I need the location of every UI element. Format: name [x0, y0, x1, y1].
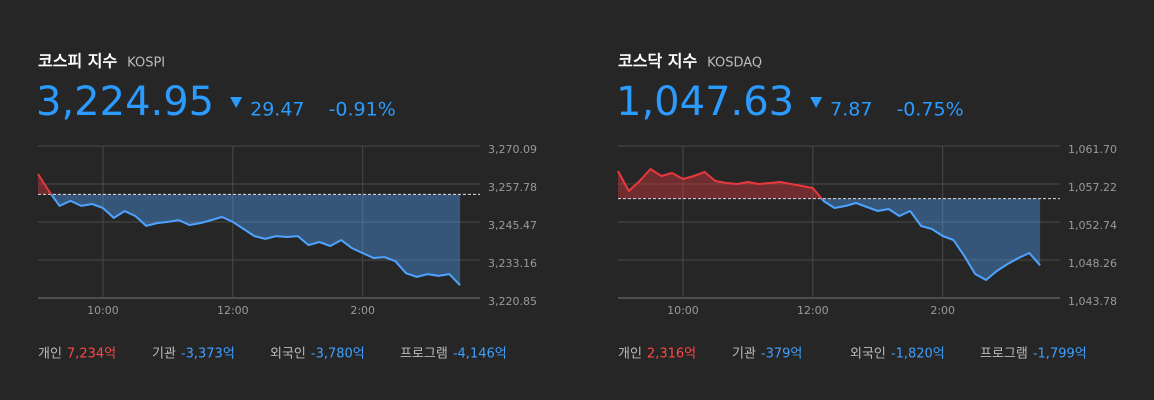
investor-name: 기관 [152, 347, 176, 362]
panel: 코스닥 지수 KOSDAQ 1,047.63 7.87 -0.75% 1,043.78 1,… [616, 52, 1117, 362]
investor-name: 기관 [732, 347, 756, 362]
line [617, 168, 1041, 281]
chart-title: 코스피 지수 [38, 52, 117, 71]
investor-name: 개인 [38, 347, 62, 362]
change: 7.87 [830, 99, 872, 121]
change-percent: -0.75% [896, 99, 963, 121]
x-tick-label: 12:00 [217, 304, 249, 317]
y-tick-label: 1,061.70 [1068, 143, 1117, 156]
x-tick-label: 2:00 [350, 304, 375, 317]
chart-subtitle: KOSPI [127, 56, 165, 71]
y-tick-label: 3,257.78 [488, 181, 537, 194]
y-tick-label: 1,057.22 [1068, 181, 1117, 194]
investor-value: -3,373억 [181, 347, 235, 362]
investor-value: -3,780억 [311, 347, 365, 362]
investor-name: 프로그램 [980, 347, 1028, 362]
x-tick-label: 12:00 [797, 304, 829, 317]
y-tick-label: 1,043.78 [1068, 295, 1117, 308]
x-tick-label: 10:00 [87, 304, 119, 317]
investor-name: 프로그램 [400, 347, 448, 362]
y-tick-label: 3,245.47 [488, 219, 537, 232]
y-tick-label: 3,233.16 [488, 257, 537, 270]
line [37, 173, 461, 286]
investor-value: -1,820억 [891, 347, 945, 362]
investor-value: -1,799억 [1033, 347, 1087, 362]
price: 1,047.63 [616, 79, 794, 125]
investor-name: 외국인 [850, 347, 886, 362]
chart-subtitle: KOSDAQ [707, 56, 762, 71]
investor-value: -379억 [761, 347, 802, 362]
panel: 코스피 지수 KOSPI 3,224.95 29.47 -0.91% 3,220.85 3,… [36, 52, 537, 362]
price: 3,224.95 [36, 79, 214, 125]
change-percent: -0.91% [329, 99, 396, 121]
investor-value: 7,234억 [67, 347, 116, 362]
x-tick-label: 2:00 [930, 304, 955, 317]
y-tick-label: 3,270.09 [488, 143, 537, 156]
x-tick-label: 10:00 [667, 304, 699, 317]
investor-name: 외국인 [270, 347, 306, 362]
change: 29.47 [250, 99, 304, 121]
y-tick-label: 1,052.74 [1068, 219, 1117, 232]
down-triangle [810, 97, 823, 108]
investor-name: 개인 [618, 347, 642, 362]
area [38, 174, 461, 286]
chart-title: 코스닥 지수 [618, 52, 697, 71]
y-tick-label: 1,048.26 [1068, 257, 1117, 270]
investor-value: -4,146억 [453, 347, 507, 362]
down-triangle [230, 97, 243, 108]
y-tick-label: 3,220.85 [488, 295, 537, 308]
investor-value: 2,316억 [647, 347, 696, 362]
area [618, 169, 1041, 280]
